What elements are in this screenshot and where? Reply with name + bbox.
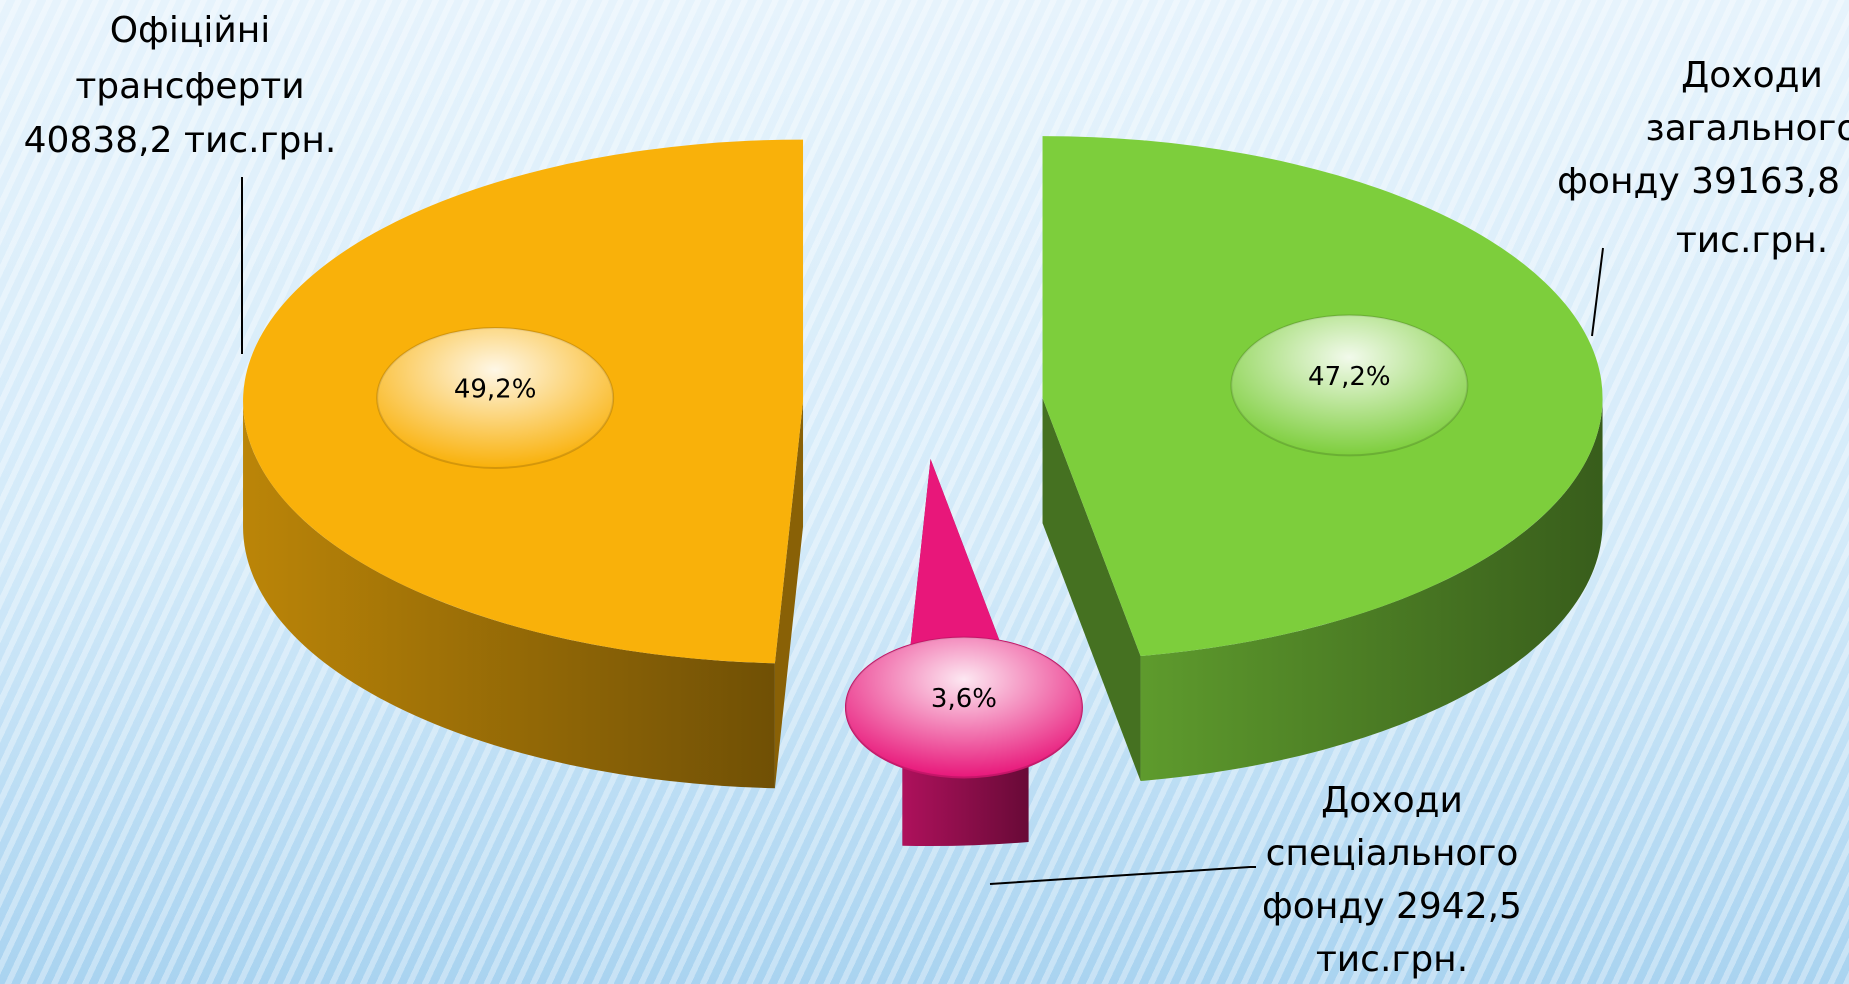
category-label: фонду 39163,8 [1557,161,1840,202]
slice [1042,136,1603,782]
category-label: загального [1646,108,1849,149]
category-label: Офіційні [110,10,271,51]
category-label: трансферти [75,66,304,107]
category-label: тис.грн. [1676,220,1828,261]
label-bubble-shine [377,327,614,468]
slice-wall [1042,398,1141,782]
value-label: 47,2% [1308,362,1391,392]
slice-side [243,401,775,789]
value-label: 49,2% [454,374,537,404]
category-label: фонду 2942,5 [1262,886,1522,927]
slice-side [1140,398,1603,782]
category-label: 40838,2 тис.грн. [24,120,337,161]
leader-line [1591,247,1604,337]
leader-line [989,866,1256,885]
value-label: 3,6% [931,684,997,714]
category-label: спеціального [1266,833,1519,874]
label-bubble-shine [1231,315,1468,456]
category-label: Доходи [1321,780,1463,821]
slice-wall [774,401,804,789]
label-bubble-shine [845,637,1082,778]
category-label: Доходи [1681,55,1823,96]
category-label: тис.грн. [1316,939,1468,980]
